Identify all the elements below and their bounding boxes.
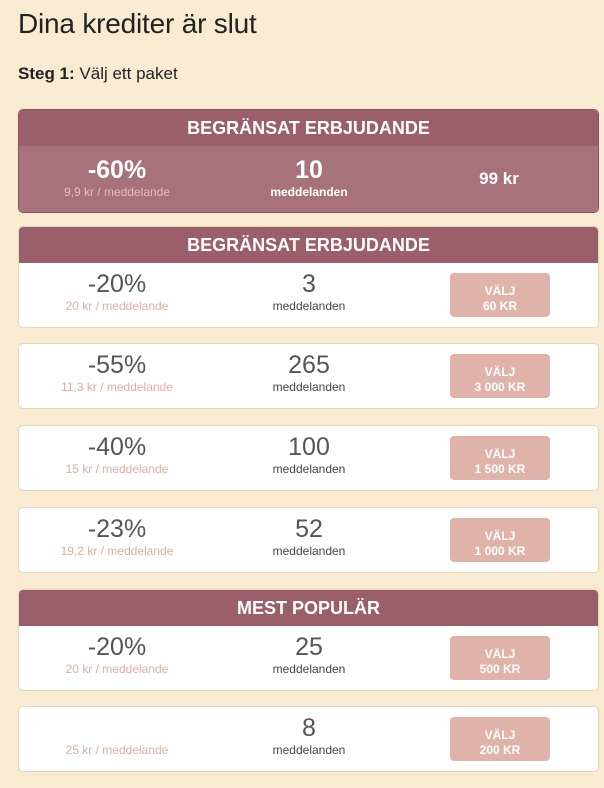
button-price: 1 000 KR [474,543,526,558]
message-count: 265 [288,351,330,379]
step-text: Välj ett paket [74,64,178,83]
button-price: 3 000 KR [474,379,526,394]
price-per-message: 25 kr / meddelande [65,743,169,757]
message-count-column: 25 meddelanden [209,634,409,676]
limited-offer-card: BEGRÄNSAT ERBJUDANDE -20% 20 kr / meddel… [18,226,599,328]
discount-value: -23% [87,515,147,543]
button-label: VÄLJ [484,528,516,543]
message-unit: meddelanden [272,743,346,757]
discount-value: -20% [87,633,147,661]
action-column: VÄLJ 200 KR [450,717,550,761]
price-per-message: 15 kr / meddelande [65,462,169,476]
package-card: -40% 15 kr / meddelande 100 meddelanden … [18,425,599,491]
price-per-message: 20 kr / meddelande [65,299,169,313]
button-label: VÄLJ [484,727,516,742]
price-per-message: 20 kr / meddelande [65,662,169,676]
message-count: 25 [295,633,323,661]
discount-column: 25 kr / meddelande [19,715,215,757]
message-unit: meddelanden [272,662,346,676]
message-count: 52 [295,515,323,543]
select-package-button[interactable]: VÄLJ 500 KR [450,636,550,680]
featured-offer-header: BEGRÄNSAT ERBJUDANDE [19,110,598,146]
package-row: -23% 19,2 kr / meddelande 52 meddelanden… [19,508,598,572]
package-card: -23% 19,2 kr / meddelande 52 meddelanden… [18,507,599,573]
discount-value: -40% [87,433,147,461]
package-card: 25 kr / meddelande 8 meddelanden VÄLJ 200… [18,706,599,772]
discount-column: -60% 9,9 kr / meddelande [19,157,215,199]
price-per-message: 9,9 kr / meddelande [63,185,171,199]
action-column: VÄLJ 60 KR [450,273,550,317]
select-package-button[interactable]: VÄLJ 1 000 KR [450,518,550,562]
message-count: 3 [302,270,316,298]
action-column: VÄLJ 1 000 KR [450,518,550,562]
message-count: 10 [295,156,323,184]
price-per-message: 19,2 kr / meddelande [60,544,174,558]
message-count-column: 265 meddelanden [209,352,409,394]
button-label: VÄLJ [484,364,516,379]
page-title: Dina krediter är slut [18,8,257,39]
select-package-button[interactable]: VÄLJ 1 500 KR [450,436,550,480]
message-unit: meddelanden [270,185,348,199]
discount-value: -20% [87,270,147,298]
message-count-column: 8 meddelanden [209,715,409,757]
package-card: -55% 11,3 kr / meddelande 265 meddelande… [18,343,599,409]
package-row: -40% 15 kr / meddelande 100 meddelanden … [19,426,598,490]
message-count: 8 [302,714,316,742]
package-row: -20% 20 kr / meddelande 3 meddelanden VÄ… [19,263,598,327]
button-label: VÄLJ [484,646,516,661]
package-row: 25 kr / meddelande 8 meddelanden VÄLJ 200… [19,707,598,771]
discount-column: -20% 20 kr / meddelande [19,271,215,313]
featured-offer-body[interactable]: -60% 9,9 kr / meddelande 10 meddelanden … [19,146,598,212]
button-label: VÄLJ [484,446,516,461]
discount-column: -40% 15 kr / meddelande [19,434,215,476]
step-instruction: Steg 1: Välj ett paket [18,64,178,84]
action-column: VÄLJ 1 500 KR [450,436,550,480]
discount-column: -20% 20 kr / meddelande [19,634,215,676]
message-count-column: 52 meddelanden [209,516,409,558]
select-package-button[interactable]: VÄLJ 60 KR [450,273,550,317]
most-popular-card: MEST POPULÄR -20% 20 kr / meddelande 25 … [18,589,599,691]
button-price: 1 500 KR [474,461,526,476]
step-label: Steg 1: [18,64,75,83]
featured-offer-card[interactable]: BEGRÄNSAT ERBJUDANDE -60% 9,9 kr / medde… [18,109,599,213]
button-price: 200 KR [479,742,521,757]
discount-column: -23% 19,2 kr / meddelande [19,516,215,558]
limited-offer-header: BEGRÄNSAT ERBJUDANDE [19,227,598,263]
message-unit: meddelanden [272,380,346,394]
discount-value: -60% [87,156,147,184]
package-row: -20% 20 kr / meddelande 25 meddelanden V… [19,626,598,690]
price-per-message: 11,3 kr / meddelande [61,380,173,394]
discount-value [19,715,215,741]
select-package-button[interactable]: VÄLJ 3 000 KR [450,354,550,398]
button-price: 60 KR [482,298,517,313]
action-column: VÄLJ 500 KR [450,636,550,680]
action-column: VÄLJ 3 000 KR [450,354,550,398]
message-unit: meddelanden [272,544,346,558]
select-package-button[interactable]: VÄLJ 200 KR [450,717,550,761]
package-row: -55% 11,3 kr / meddelande 265 meddelande… [19,344,598,408]
message-count-column: 10 meddelanden [209,157,409,199]
message-count-column: 3 meddelanden [209,271,409,313]
message-count: 100 [288,433,330,461]
message-unit: meddelanden [272,462,346,476]
featured-price: 99 kr [479,169,519,188]
button-label: VÄLJ [484,283,516,298]
discount-column: -55% 11,3 kr / meddelande [19,352,215,394]
message-unit: meddelanden [272,299,346,313]
discount-value: -55% [87,351,147,379]
message-count-column: 100 meddelanden [209,434,409,476]
button-price: 500 KR [479,661,521,676]
most-popular-header: MEST POPULÄR [19,590,598,626]
